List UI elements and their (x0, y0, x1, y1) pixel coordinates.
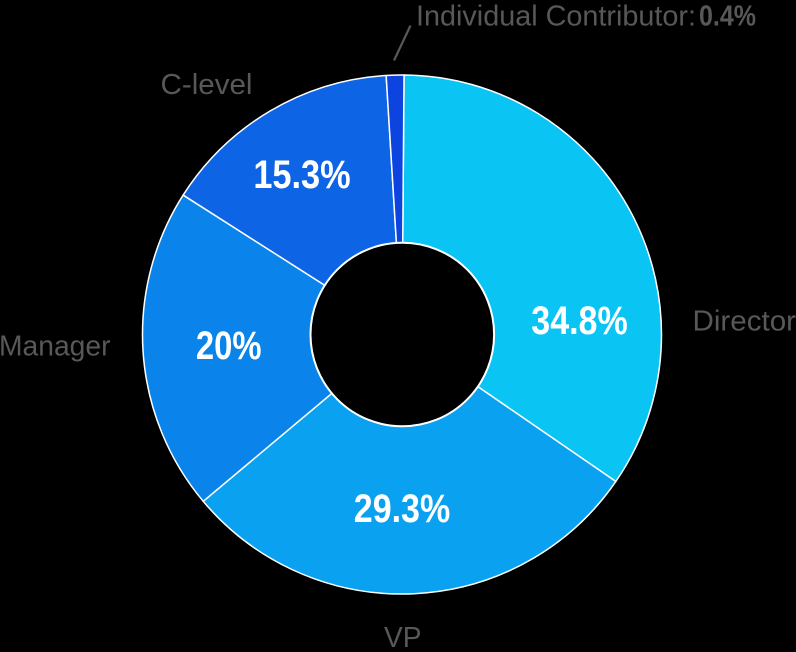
svg-text:Individual Contributor:: Individual Contributor: (416, 1, 696, 33)
svg-text:15.3%: 15.3% (253, 153, 350, 197)
svg-text:C-level: C-level (161, 69, 253, 101)
svg-text:0.4%: 0.4% (699, 1, 756, 33)
svg-text:Director: Director (693, 306, 796, 338)
svg-text:Manager: Manager (0, 331, 111, 363)
svg-text:29.3%: 29.3% (354, 487, 450, 531)
svg-text:VP: VP (384, 622, 422, 652)
svg-text:34.8%: 34.8% (531, 299, 627, 343)
svg-text:20%: 20% (196, 324, 262, 368)
